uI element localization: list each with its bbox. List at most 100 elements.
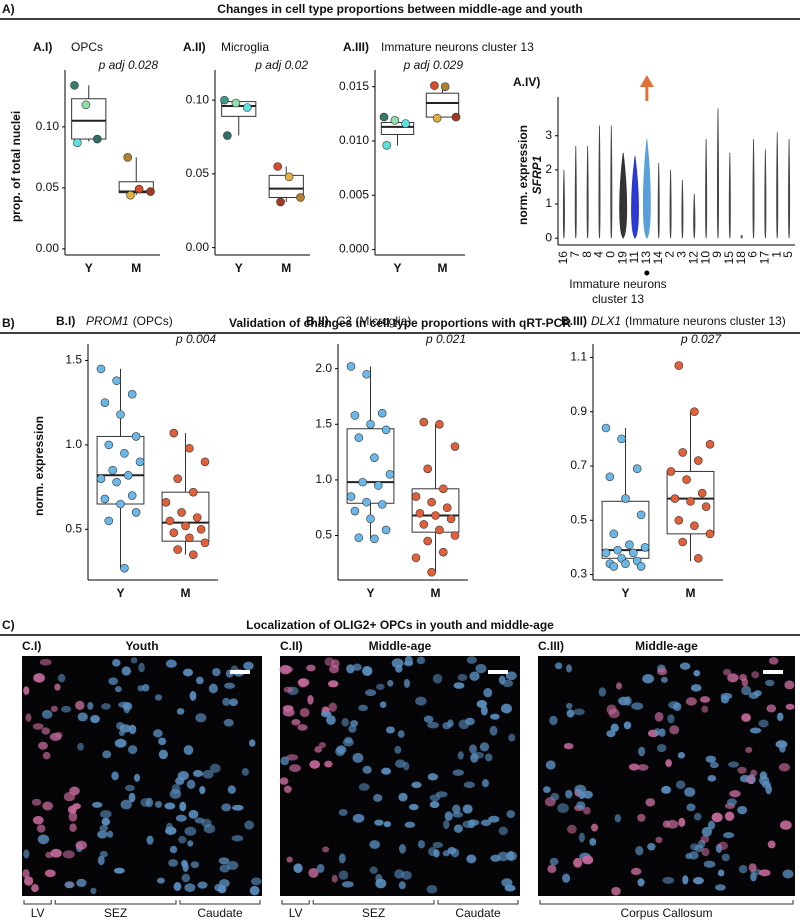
nucleus bbox=[666, 819, 679, 829]
nucleus bbox=[467, 819, 476, 829]
y-tick-label: 2.0 bbox=[315, 361, 332, 375]
nucleus bbox=[346, 664, 355, 674]
nucleus bbox=[203, 823, 216, 834]
nucleus bbox=[37, 834, 50, 845]
data-point bbox=[181, 521, 190, 531]
nucleus bbox=[146, 835, 154, 845]
nucleus bbox=[693, 812, 702, 821]
nucleus bbox=[241, 767, 249, 776]
nucleus bbox=[249, 885, 260, 896]
nucleus bbox=[502, 679, 514, 688]
nucleus bbox=[701, 826, 712, 837]
nucleus bbox=[453, 824, 463, 833]
box bbox=[96, 435, 145, 505]
nucleus bbox=[727, 673, 739, 683]
data-point bbox=[432, 113, 442, 123]
violin bbox=[776, 132, 779, 239]
nucleus bbox=[654, 727, 661, 736]
x-tick-label: M bbox=[131, 261, 141, 275]
nucleus bbox=[631, 702, 644, 710]
x-tick-label: 11 bbox=[627, 251, 641, 264]
data-point bbox=[362, 369, 371, 379]
data-point bbox=[231, 98, 241, 108]
nucleus bbox=[707, 774, 717, 782]
violin bbox=[562, 169, 565, 239]
nucleus bbox=[637, 813, 646, 822]
panel-label: C.I) bbox=[22, 639, 41, 653]
nucleus bbox=[289, 764, 301, 773]
x-tick-label: 9 bbox=[710, 251, 724, 258]
nucleus bbox=[42, 801, 54, 811]
data-point bbox=[350, 506, 360, 516]
data-point bbox=[640, 543, 650, 552]
p-value: p 0.027 bbox=[680, 332, 722, 346]
nucleus bbox=[140, 798, 151, 807]
nucleus bbox=[427, 773, 439, 781]
nucleus bbox=[554, 662, 563, 670]
x-tick-label: 0 bbox=[603, 251, 617, 258]
data-point bbox=[697, 488, 707, 498]
panel-title: OPCs bbox=[71, 40, 103, 54]
nucleus bbox=[635, 846, 644, 856]
x-tick-label: Y bbox=[235, 261, 243, 275]
nucleus bbox=[326, 715, 336, 725]
data-point bbox=[366, 419, 375, 429]
nucleus bbox=[176, 708, 185, 715]
nucleus bbox=[452, 769, 464, 776]
x-tick-label: Y bbox=[621, 586, 629, 600]
nucleus bbox=[768, 657, 779, 665]
nucleus bbox=[168, 859, 179, 867]
nucleus bbox=[720, 695, 730, 704]
nucleus bbox=[444, 811, 453, 821]
gene-name: SFRP1 bbox=[530, 155, 544, 194]
nucleus bbox=[221, 803, 232, 812]
x-tick-label: 10 bbox=[698, 251, 712, 265]
nucleus bbox=[243, 661, 254, 671]
violin bbox=[631, 156, 639, 239]
nucleus bbox=[562, 873, 571, 883]
nucleus bbox=[158, 737, 167, 746]
y-tick-label: 0.05 bbox=[36, 180, 60, 194]
nucleus bbox=[701, 847, 710, 857]
p-value: p 0.004 bbox=[175, 332, 216, 346]
nucleus bbox=[338, 870, 349, 880]
violin bbox=[693, 193, 696, 239]
nucleus bbox=[199, 785, 206, 795]
nucleus bbox=[547, 864, 557, 874]
nucleus bbox=[318, 741, 326, 749]
nucleus bbox=[157, 877, 165, 884]
nucleus bbox=[54, 683, 61, 691]
x-tick-label: Y bbox=[116, 586, 124, 600]
nucleus bbox=[142, 684, 150, 692]
nucleus bbox=[177, 771, 189, 781]
nucleus bbox=[369, 840, 381, 849]
nucleus bbox=[746, 775, 755, 784]
nucleus bbox=[741, 713, 751, 722]
nucleus bbox=[195, 676, 204, 685]
region-label: SEZ bbox=[362, 906, 385, 920]
data-point bbox=[440, 82, 450, 91]
nucleus bbox=[488, 815, 500, 823]
data-point bbox=[438, 484, 448, 494]
data-point bbox=[632, 464, 642, 474]
data-point bbox=[127, 389, 137, 399]
nucleus bbox=[208, 683, 218, 694]
data-point bbox=[415, 508, 425, 518]
nucleus bbox=[475, 663, 487, 674]
nucleus bbox=[782, 869, 794, 879]
data-point bbox=[366, 514, 375, 524]
nucleus bbox=[383, 821, 392, 828]
nucleus bbox=[77, 742, 84, 751]
nucleus bbox=[669, 725, 680, 735]
data-point bbox=[427, 497, 436, 507]
region-bracket bbox=[437, 900, 519, 905]
data-point bbox=[276, 197, 285, 207]
data-point bbox=[370, 453, 379, 462]
nucleus bbox=[113, 867, 125, 874]
nucleus bbox=[338, 853, 346, 864]
nucleus bbox=[77, 712, 88, 722]
nucleus bbox=[63, 792, 76, 802]
data-point bbox=[189, 550, 198, 559]
data-point bbox=[173, 545, 182, 554]
nucleus bbox=[187, 840, 194, 847]
